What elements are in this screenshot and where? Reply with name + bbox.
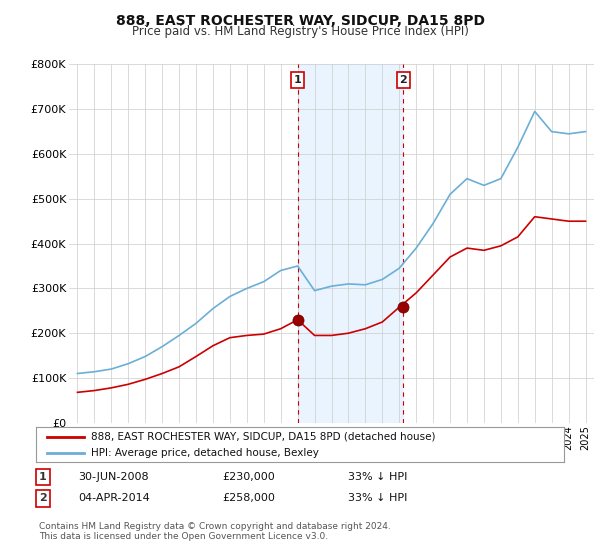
Text: 1: 1 [294, 75, 302, 85]
Text: 888, EAST ROCHESTER WAY, SIDCUP, DA15 8PD (detached house): 888, EAST ROCHESTER WAY, SIDCUP, DA15 8P… [91, 432, 436, 442]
Text: £230,000: £230,000 [222, 472, 275, 482]
Text: Price paid vs. HM Land Registry's House Price Index (HPI): Price paid vs. HM Land Registry's House … [131, 25, 469, 38]
Text: 2: 2 [400, 75, 407, 85]
Bar [298, 64, 403, 423]
Text: 1: 1 [39, 472, 47, 482]
Text: HPI: Average price, detached house, Bexley: HPI: Average price, detached house, Bexl… [91, 447, 319, 458]
Text: 888, EAST ROCHESTER WAY, SIDCUP, DA15 8PD: 888, EAST ROCHESTER WAY, SIDCUP, DA15 8P… [115, 14, 485, 28]
Text: 30-JUN-2008: 30-JUN-2008 [78, 472, 149, 482]
Text: Contains HM Land Registry data © Crown copyright and database right 2024.
This d: Contains HM Land Registry data © Crown c… [39, 522, 391, 542]
Text: 04-APR-2014: 04-APR-2014 [78, 493, 150, 503]
Text: 2: 2 [39, 493, 47, 503]
Text: £258,000: £258,000 [222, 493, 275, 503]
Text: 33% ↓ HPI: 33% ↓ HPI [348, 493, 407, 503]
Text: 33% ↓ HPI: 33% ↓ HPI [348, 472, 407, 482]
